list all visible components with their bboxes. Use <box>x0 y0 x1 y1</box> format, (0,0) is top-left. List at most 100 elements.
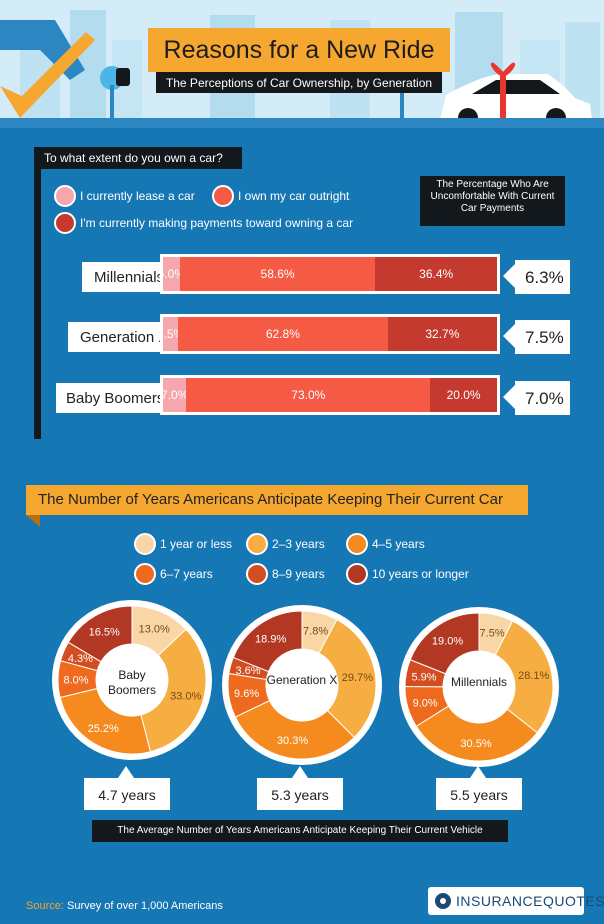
donut-slice-label: 16.5% <box>89 626 120 638</box>
uncomfortable-value-millennials: 6.3% <box>525 268 564 287</box>
page-title: Reasons for a New Ride <box>163 36 435 64</box>
ownership-question: To what extent do you own a car? <box>44 151 223 165</box>
donut-slice-label: 13.0% <box>139 624 170 636</box>
pointer-arrow <box>470 766 486 778</box>
legend-swatch-6-7-years <box>134 563 156 585</box>
average-box-baby-boomers <box>84 778 170 810</box>
legend-swatch-10-years <box>346 563 368 585</box>
bar-segment-outright: 73.0% <box>186 378 431 412</box>
pointer-arrow <box>503 383 517 411</box>
pointer-arrow <box>118 766 134 778</box>
donut-slice-label: 30.5% <box>460 738 491 750</box>
uncomfortable-box-baby-boomers <box>515 381 570 415</box>
average-box-generation-x <box>257 778 343 810</box>
ownership-question-banner <box>36 147 242 169</box>
row-label-box-generation-x <box>68 322 162 352</box>
averages-caption-box <box>92 820 508 842</box>
average-value-baby-boomers: 4.7 years <box>98 787 156 803</box>
years-section-title: The Number of Years Americans Anticipate… <box>38 491 503 508</box>
row-label-baby-boomers: Baby Boomers <box>66 390 165 407</box>
donut-slice-label: 19.0% <box>432 636 463 648</box>
page-subtitle: The Perceptions of Car Ownership, by Gen… <box>165 76 433 90</box>
donut-slice-label: 4.3% <box>68 653 93 665</box>
uncomfortable-heading: The Percentage Who Are Uncomfortable Wit… <box>430 179 555 214</box>
donut-slice-label: 7.5% <box>480 628 505 640</box>
bar-segment-lease: 5.0% <box>158 257 185 291</box>
legend-swatch-1-year <box>134 533 156 555</box>
bar-segment-lease: 4.5% <box>157 317 184 351</box>
pointer-arrow <box>503 262 517 290</box>
stacked-bar-baby-boomers: 7.0% 73.0% 20.0% <box>161 378 497 412</box>
stacked-bar-generation-x: 4.5% 62.8% 32.7% <box>157 317 497 351</box>
banner-fold <box>26 515 40 527</box>
row-label-box-millennials <box>82 262 162 292</box>
averages-caption: The Average Number of Years Americans An… <box>117 825 483 836</box>
average-value-millennials: 5.5 years <box>450 787 508 803</box>
bar-segment-payments: 20.0% <box>430 378 497 412</box>
donut-slice-label: 29.7% <box>342 672 373 684</box>
ownership-axis-line <box>34 147 41 439</box>
donut-slice-label: 9.0% <box>413 697 438 709</box>
donut-hole <box>443 651 515 723</box>
logo-text: INSURANCEQUOTES <box>456 893 604 909</box>
uncomfortable-box-generation-x <box>515 320 570 354</box>
donut-slice-label: 33.0% <box>170 691 201 703</box>
donut-slice-label: 28.1% <box>518 670 549 682</box>
source-label: Source: <box>26 900 64 912</box>
donut-center-label: Millennials <box>450 675 508 689</box>
donut-slice-label: 25.2% <box>88 723 119 735</box>
legend-swatch-4-5-years <box>346 533 368 555</box>
legend-swatch-payments <box>54 212 76 234</box>
legend-label-lease: I currently lease a car <box>80 189 195 203</box>
uncomfortable-heading-box <box>420 176 565 226</box>
legend-label-6-7-years: 6–7 years <box>160 567 213 581</box>
bar-segment-lease: 7.0% <box>161 378 188 412</box>
hero-ground-strip <box>0 118 604 128</box>
legend-label-8-9-years: 8–9 years <box>272 567 325 581</box>
donut-center-label: Generation X <box>266 673 338 687</box>
pointer-arrow <box>292 766 308 778</box>
donut-slice-label: 9.6% <box>234 688 259 700</box>
donut-slice-label: 5.9% <box>411 671 436 683</box>
bar-segment-payments: 36.4% <box>375 257 497 291</box>
legend-swatch-outright <box>212 185 234 207</box>
row-label-box-baby-boomers <box>56 383 162 413</box>
legend-swatch-lease <box>54 185 76 207</box>
average-value-generation-x: 5.3 years <box>271 787 329 803</box>
source-note: Source: Survey of over 1,000 Americans <box>26 900 223 912</box>
subtitle-banner <box>156 72 442 93</box>
legend-label-10-years: 10 years or longer <box>372 567 469 581</box>
logo-box <box>428 887 584 915</box>
uncomfortable-value-baby-boomers: 7.0% <box>525 389 564 408</box>
bar-segment-outright: 58.6% <box>179 257 376 291</box>
logo-icon <box>435 893 451 909</box>
uncomfortable-box-millennials <box>515 260 570 294</box>
donut-slice-label: 3.6% <box>235 665 260 677</box>
legend-label-1-year: 1 year or less <box>160 537 233 551</box>
donut-center-label: Baby Boomers <box>107 668 157 697</box>
legend-label-outright: I own my car outright <box>238 189 350 203</box>
legend-swatch-2-3-years <box>246 533 268 555</box>
donut-slice-label: 8.0% <box>63 674 88 686</box>
row-label-generation-x: Generation X <box>80 329 169 346</box>
row-label-millennials: Millennials <box>94 269 165 286</box>
donut-charts: 13.0% 33.0% 25.2% 8.0% 4.3% 16.5% 7.8% 29.7% 30.… <box>52 600 559 767</box>
pointer-arrow <box>503 322 517 350</box>
legend-label-payments: I'm currently making payments toward own… <box>80 216 354 230</box>
title-banner <box>148 28 450 72</box>
legend-label-4-5-years: 4–5 years <box>372 537 425 551</box>
donut-hole <box>96 644 168 716</box>
legend-label-2-3-years: 2–3 years <box>272 537 325 551</box>
donut-slice-label: 30.3% <box>277 735 308 747</box>
uncomfortable-value-generation-x: 7.5% <box>525 328 564 347</box>
bar-segment-payments: 32.7% <box>387 317 497 351</box>
donut-slice-label: 18.9% <box>255 634 286 646</box>
source-text: Survey of over 1,000 Americans <box>66 900 223 912</box>
donut-slice-label: 7.8% <box>303 626 328 638</box>
bar-segment-outright: 62.8% <box>178 317 388 351</box>
legend-swatch-8-9-years <box>246 563 268 585</box>
years-title-banner <box>26 485 528 515</box>
stacked-bar-millennials: 5.0% 58.6% 36.4% <box>158 257 497 291</box>
average-box-millennials <box>436 778 522 810</box>
donut-hole <box>266 649 338 721</box>
